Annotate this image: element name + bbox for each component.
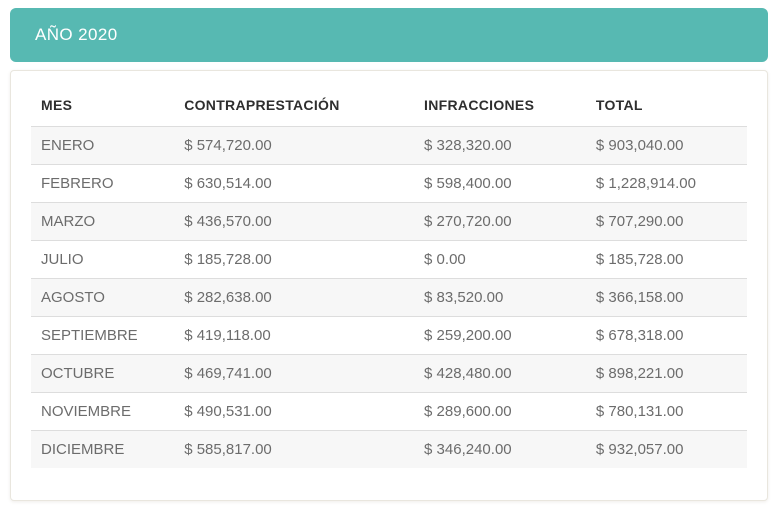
cell-total: $ 898,221.00 bbox=[595, 365, 684, 382]
cell-infracciones: $ 270,720.00 bbox=[424, 213, 512, 230]
cell-mes: DICIEMBRE bbox=[41, 441, 125, 458]
data-table: MES CONTRAPRESTACIÓN INFRACCIONES TOTAL ENE… bbox=[31, 79, 747, 468]
cell-infracciones: $ 598,400.00 bbox=[424, 175, 512, 192]
cell-infracciones: $ 289,600.00 bbox=[424, 403, 512, 420]
cell-infracciones: $ 428,480.00 bbox=[424, 365, 512, 382]
cell-contraprestacion: $ 436,570.00 bbox=[184, 213, 272, 230]
column-header: CONTRAPRESTACIÓN bbox=[184, 97, 340, 113]
table-row: NOVIEMBRE $ 490,531.00 $ 289,600.00 $ 780,1… bbox=[31, 392, 747, 431]
year-header-bar: AÑO 2020 bbox=[10, 8, 768, 62]
table-row: OCTUBRE $ 469,741.00 $ 428,480.00 $ 898,221… bbox=[31, 354, 747, 393]
column-header: MES bbox=[41, 97, 73, 113]
cell-mes: JULIO bbox=[41, 251, 84, 268]
cell-contraprestacion: $ 282,638.00 bbox=[184, 289, 272, 306]
table-card: MES CONTRAPRESTACIÓN INFRACCIONES TOTAL ENE… bbox=[10, 70, 768, 501]
cell-infracciones: $ 0.00 bbox=[424, 251, 466, 268]
table-row: MARZO $ 436,570.00 $ 270,720.00 $ 707,290.0… bbox=[31, 202, 747, 241]
cell-mes: SEPTIEMBRE bbox=[41, 327, 138, 344]
cell-total: $ 678,318.00 bbox=[595, 327, 684, 344]
cell-infracciones: $ 83,520.00 bbox=[424, 289, 504, 306]
cell-contraprestacion: $ 185,728.00 bbox=[184, 251, 272, 268]
cell-mes: OCTUBRE bbox=[41, 365, 115, 382]
cell-mes: MARZO bbox=[41, 213, 96, 230]
cell-mes: ENERO bbox=[41, 137, 95, 154]
page-title: AÑO 2020 bbox=[35, 25, 118, 44]
table-row: SEPTIEMBRE $ 419,118.00 $ 259,200.00 $ 678,… bbox=[31, 316, 747, 355]
table-row: FEBRERO $ 630,514.00 $ 598,400.00 $ 1,228,9… bbox=[31, 164, 747, 203]
table-header: MES CONTRAPRESTACIÓN INFRACCIONES TOTAL bbox=[31, 79, 747, 127]
cell-contraprestacion: $ 419,118.00 bbox=[184, 327, 271, 344]
cell-mes: AGOSTO bbox=[41, 289, 105, 306]
cell-infracciones: $ 259,200.00 bbox=[424, 327, 512, 344]
cell-mes: FEBRERO bbox=[41, 175, 114, 192]
cell-infracciones: $ 346,240.00 bbox=[424, 441, 512, 458]
column-header: INFRACCIONES bbox=[424, 97, 535, 113]
cell-contraprestacion: $ 585,817.00 bbox=[184, 441, 272, 458]
cell-infracciones: $ 328,320.00 bbox=[424, 137, 512, 154]
cell-total: $ 903,040.00 bbox=[595, 137, 684, 154]
cell-mes: NOVIEMBRE bbox=[41, 403, 132, 420]
cell-total: $ 932,057.00 bbox=[595, 441, 684, 458]
cell-total: $ 185,728.00 bbox=[595, 251, 684, 268]
table-row: ENERO $ 574,720.00 $ 328,320.00 $ 903,040.0… bbox=[31, 126, 747, 165]
cell-total: $ 1,228,914.00 bbox=[595, 175, 696, 192]
cell-total: $ 366,158.00 bbox=[595, 289, 684, 306]
cell-contraprestacion: $ 574,720.00 bbox=[184, 137, 272, 154]
column-header: TOTAL bbox=[595, 97, 643, 113]
cell-contraprestacion: $ 630,514.00 bbox=[184, 175, 272, 192]
table-header-row: MES CONTRAPRESTACIÓN INFRACCIONES TOTAL bbox=[31, 79, 747, 127]
table-body: ENERO $ 574,720.00 $ 328,320.00 $ 903,040.0… bbox=[31, 126, 747, 468]
cell-total: $ 707,290.00 bbox=[595, 213, 684, 230]
cell-contraprestacion: $ 469,741.00 bbox=[184, 365, 272, 382]
cell-contraprestacion: $ 490,531.00 bbox=[184, 403, 272, 420]
table-row: AGOSTO $ 282,638.00 $ 83,520.00 $ 366,158.0… bbox=[31, 278, 747, 317]
table-row: DICIEMBRE $ 585,817.00 $ 346,240.00 $ 932,0… bbox=[31, 430, 747, 468]
cell-total: $ 780,131.00 bbox=[595, 403, 684, 420]
table-row: JULIO $ 185,728.00 $ 0.00 $ 185,728.00 bbox=[31, 240, 747, 279]
